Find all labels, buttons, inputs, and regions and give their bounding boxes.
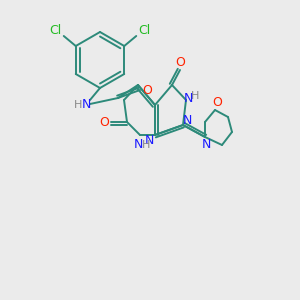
Text: Cl: Cl: [138, 23, 150, 37]
Text: Cl: Cl: [50, 23, 62, 37]
Text: H: H: [74, 100, 82, 110]
Text: N: N: [81, 98, 91, 110]
Text: H: H: [191, 91, 199, 101]
Text: N: N: [183, 92, 193, 106]
Text: O: O: [99, 116, 109, 128]
Text: O: O: [142, 83, 152, 97]
Text: O: O: [175, 56, 185, 70]
Text: N: N: [182, 113, 192, 127]
Text: N: N: [201, 139, 211, 152]
Text: H: H: [142, 140, 150, 150]
Text: N: N: [133, 137, 143, 151]
Text: O: O: [212, 95, 222, 109]
Text: N: N: [144, 134, 154, 148]
